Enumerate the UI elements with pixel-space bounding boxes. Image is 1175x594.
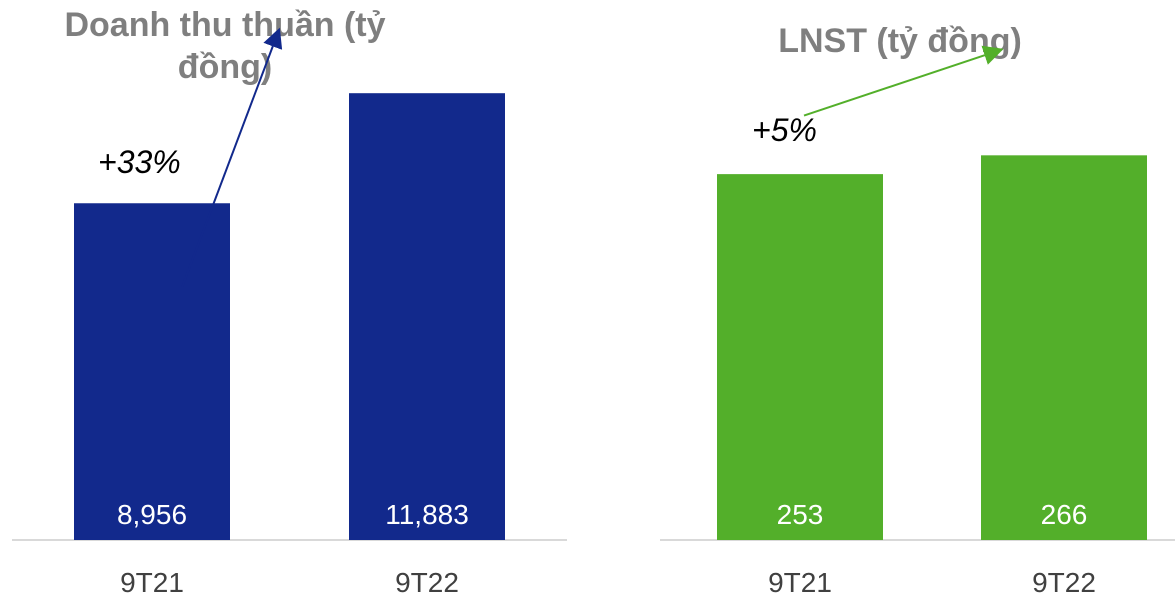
revenue-bar-9t21 [74, 203, 230, 540]
profit-data-label: 253 [777, 499, 824, 530]
profit-growth-arrow [803, 45, 1004, 117]
profit-chart-title: LNST (tỷ đồng) [778, 22, 1022, 60]
profit-bar-9t22 [981, 155, 1147, 541]
revenue-x-tick-label: 9T22 [395, 567, 459, 594]
profit-x-tick-label: 9T21 [768, 567, 832, 594]
revenue-growth-arrow [181, 27, 283, 288]
revenue-data-label: 8,956 [117, 499, 187, 530]
revenue-x-tick-label: 9T21 [120, 567, 184, 594]
revenue-bar-9t22 [349, 93, 505, 540]
revenue-data-label: 11,883 [385, 499, 469, 530]
profit-bar-9t21 [717, 174, 883, 540]
revenue-growth-annotation: +33% [98, 144, 181, 180]
profit-growth-annotation: +5% [752, 112, 817, 148]
profit-data-label: 266 [1041, 499, 1088, 530]
revenue-chart-title: Doanh thu thuần (tỷ đồng) [64, 6, 386, 86]
profit-x-tick-label: 9T22 [1032, 567, 1096, 594]
